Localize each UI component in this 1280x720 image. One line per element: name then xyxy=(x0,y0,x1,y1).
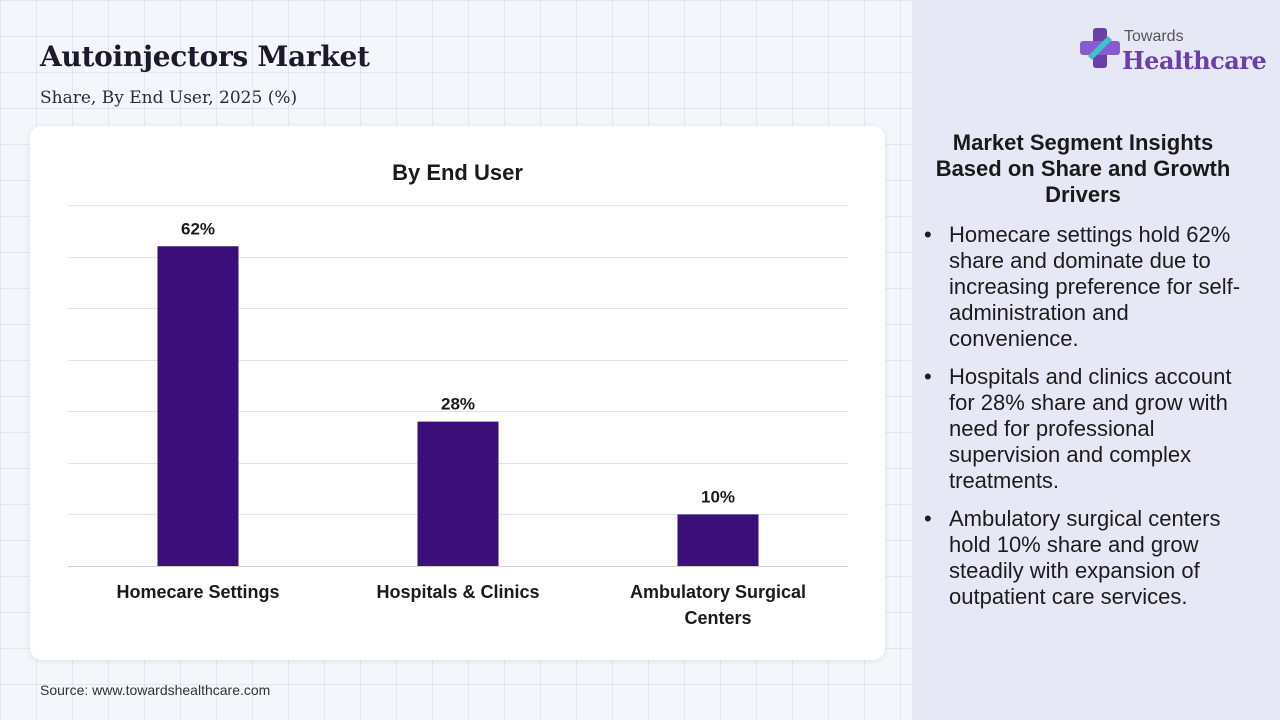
data-label: 28% xyxy=(441,395,475,414)
x-tick-label-line: Ambulatory Surgical xyxy=(630,582,806,602)
logo-text-healthcare: Healthcare xyxy=(1122,46,1267,75)
x-tick-label-line: Centers xyxy=(684,608,751,628)
data-label: 62% xyxy=(181,219,215,238)
bar xyxy=(157,246,239,566)
logo-cross-icon xyxy=(1080,28,1120,68)
bar xyxy=(677,514,759,566)
x-tick-label: Homecare Settings xyxy=(116,582,279,602)
x-tick-label-line: Hospitals & Clinics xyxy=(376,582,539,602)
source-note: Source: www.towardshealthcare.com xyxy=(40,682,271,698)
insight-item: Homecare settings hold 62% share and dom… xyxy=(920,222,1250,352)
brand-logo: Towards Healthcare xyxy=(1078,26,1267,76)
data-label: 10% xyxy=(701,487,735,506)
x-tick-label-line: Homecare Settings xyxy=(116,582,279,602)
insight-item: Ambulatory surgical centers hold 10% sha… xyxy=(920,506,1250,610)
page-title: Autoinjectors Market xyxy=(40,40,370,73)
x-tick-label: Ambulatory Surgical Centers xyxy=(630,582,806,628)
insights-heading: Market Segment Insights Based on Share a… xyxy=(935,130,1231,207)
insight-item: Hospitals and clinics account for 28% sh… xyxy=(920,364,1250,494)
x-tick-label: Hospitals & Clinics xyxy=(376,582,539,602)
bar xyxy=(417,421,499,566)
page-subtitle: Share, By End User, 2025 (%) xyxy=(40,88,298,108)
logo-text-towards: Towards xyxy=(1124,28,1184,45)
chart-title: By End User xyxy=(392,160,523,185)
insights-list: Homecare settings hold 62% share and dom… xyxy=(920,222,1250,622)
bar-chart: 62% Homecare Settings 28% Hospitals & Clini… xyxy=(68,205,848,628)
